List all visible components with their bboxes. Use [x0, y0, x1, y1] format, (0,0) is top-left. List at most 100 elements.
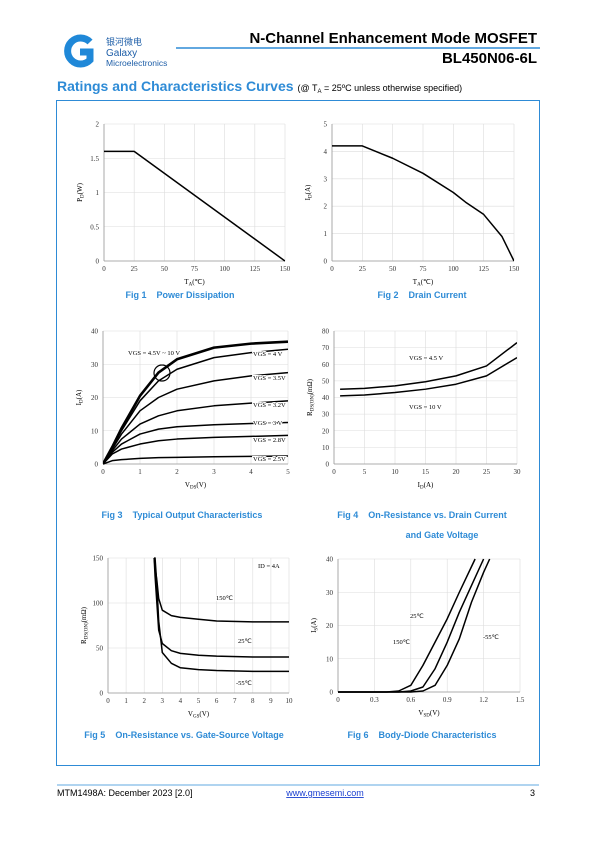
logo-en: Microelectronics [106, 58, 167, 68]
data-line [332, 145, 514, 262]
axis-label-sub: DS [190, 486, 197, 491]
caption-text: On-Resistance vs. Drain Current [368, 510, 507, 520]
y-tick-label: 1 [96, 189, 100, 197]
x-tick-label: 125 [250, 265, 261, 273]
x-tick-label: 5 [286, 468, 290, 476]
y-tick-label: 10 [322, 444, 330, 452]
caption-fig: Fig 6 [347, 730, 368, 740]
x-tick-label: 25 [131, 265, 139, 273]
y-tick-label: 30 [326, 589, 334, 597]
y-tick-label: 0 [326, 461, 330, 469]
y-tick-label: 80 [322, 328, 330, 336]
logo-en: Galaxy [106, 48, 137, 59]
condition: = 25ºC unless otherwise specified) [322, 83, 463, 93]
data-line [103, 371, 288, 465]
axis-label-main: I [418, 481, 421, 489]
data-line [103, 400, 288, 465]
data-line [104, 150, 285, 262]
x-tick-label: 4 [249, 468, 253, 476]
chart: 0 10 20 30 40 50 60 70 80 0 5 10 15 20 25 30 VGS = 4.5 V… [322, 328, 521, 541]
axis-label: ID(A) [304, 184, 314, 200]
x-tick-label: 10 [286, 697, 294, 705]
y-tick-label: 2 [96, 121, 100, 129]
data-line [103, 434, 288, 465]
x-tick-label: 100 [219, 265, 230, 273]
axis-label-unit: (mΩ) [306, 378, 314, 394]
series-label: 25℃ [410, 613, 425, 620]
axis-label-sub: D [81, 194, 86, 198]
series-label: VGS = 3 V [253, 420, 283, 427]
y-tick-label: 70 [322, 344, 330, 352]
x-tick-label: 1 [124, 697, 128, 705]
axis-label-unit: (A) [424, 481, 434, 489]
axis-label-sub: GS [193, 715, 200, 720]
axis-label: VGS(V) [188, 710, 210, 720]
x-tick-label: 0 [106, 697, 110, 705]
y-tick-label: 50 [322, 377, 330, 385]
series-label: -55℃ [236, 680, 253, 687]
axis-label-main: R [80, 639, 88, 644]
axis-label-main: I [75, 402, 83, 405]
axis-label-main: V [418, 709, 423, 717]
x-tick-label: 25 [483, 468, 491, 476]
y-tick-label: 5 [324, 121, 328, 129]
axis-label: RDS(ON)(mΩ) [306, 378, 316, 416]
chart: 0 0.5 1 1.5 2 0 25 50 75 100 125 150 Fig 1 Power Diss… [90, 121, 291, 301]
x-tick-label: 5 [197, 697, 201, 705]
axis-label-unit: (℃) [192, 278, 205, 286]
x-tick-label: 9 [269, 697, 273, 705]
caption: Fig 6 Body-Diode Characteristics [347, 730, 496, 740]
y-tick-label: 1.5 [90, 155, 99, 163]
y-tick-label: 4 [324, 148, 328, 156]
axis-label-sub: A [417, 283, 421, 288]
x-tick-label: 1 [138, 468, 142, 476]
axis-label-sub: A [189, 283, 193, 288]
series-label: VGS = 4.5V ~ 10 V [128, 350, 180, 357]
x-tick-label: 0 [332, 468, 336, 476]
y-tick-label: 0 [330, 689, 334, 697]
caption: and Gate Voltage [406, 530, 479, 540]
doc-title: N-Channel Enhancement Mode MOSFET [249, 30, 537, 47]
y-tick-label: 30 [91, 361, 99, 369]
axis-label-sub: DS(ON) [85, 622, 90, 639]
y-tick-label: 20 [326, 622, 334, 630]
axis-label-unit: (mΩ) [80, 606, 88, 622]
series-label: VGS = 2.5V [253, 456, 286, 463]
series-label: VGS = 3.5V [253, 375, 286, 382]
caption: Fig 1 Power Dissipation [125, 290, 234, 300]
x-tick-label: 50 [389, 265, 397, 273]
series-label: VGS = 4.5 V [409, 355, 444, 362]
logo-cn: 银河微电 [106, 36, 142, 47]
x-tick-label: 4 [179, 697, 183, 705]
axis-label: TA(℃) [184, 278, 205, 288]
series-label: VGS = 3.2V [253, 402, 286, 409]
y-tick-label: 20 [322, 427, 330, 435]
logo-icon [64, 34, 94, 68]
caption-text: Drain Current [409, 290, 467, 300]
series-label: VGS = 10 V [409, 404, 442, 411]
axis-label: ID(A) [418, 481, 434, 491]
y-tick-label: 1 [324, 230, 328, 238]
y-tick-label: 0.5 [90, 223, 99, 231]
y-tick-label: 150 [93, 555, 104, 563]
y-tick-label: 2 [324, 203, 328, 211]
x-tick-label: 15 [422, 468, 430, 476]
axis-label: PD(W) [76, 182, 86, 201]
y-tick-label: 30 [322, 411, 330, 419]
series-label: 150℃ [216, 595, 234, 602]
data-line [154, 557, 289, 673]
x-tick-label: 3 [161, 697, 165, 705]
y-tick-label: 100 [93, 600, 104, 608]
website-link[interactable]: www.gmesemi.com [285, 788, 364, 798]
axis-label-main: I [310, 630, 318, 633]
x-tick-label: 2 [142, 697, 146, 705]
y-tick-label: 0 [96, 258, 100, 266]
axis-label-main: R [306, 411, 314, 416]
series-label: -55℃ [483, 634, 500, 641]
chart: 0 50 100 150 0 1 2 3 4 5 6 7 8 9 10 150℃ 25℃ -55℃ ID = 4A F… [84, 555, 293, 741]
condition: (@ T [298, 83, 318, 93]
y-tick-label: 60 [322, 361, 330, 369]
y-tick-label: 0 [324, 258, 328, 266]
axis-label: VDS(V) [185, 481, 207, 491]
x-tick-label: 1.5 [516, 696, 525, 704]
